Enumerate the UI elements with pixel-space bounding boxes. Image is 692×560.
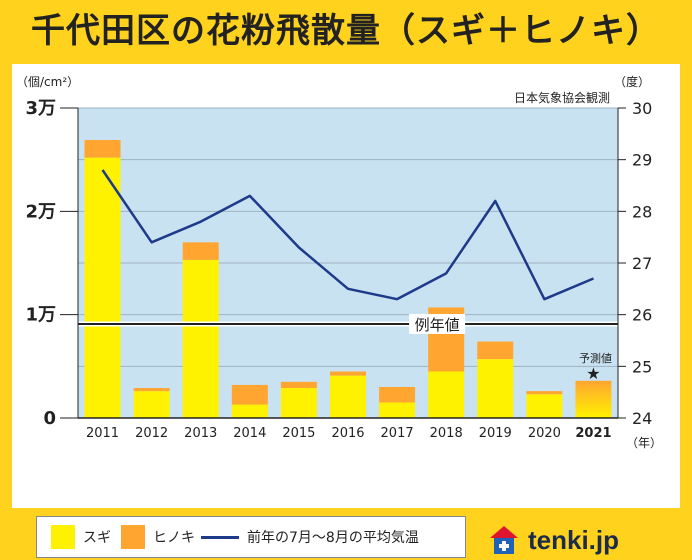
- left-tick-20000: 2万: [25, 201, 56, 222]
- logo-text: tenki.jp: [528, 524, 620, 555]
- right-axis-unit: （度）: [614, 74, 650, 89]
- x-axis-unit: （年）: [626, 436, 662, 449]
- tenki-house-icon: [488, 524, 520, 556]
- bar-hinoki-2016: [330, 371, 366, 376]
- bar-hinoki-2017: [379, 387, 416, 403]
- bar-hinoki-2012: [133, 388, 170, 392]
- tenki-logo: tenki.jp: [488, 520, 619, 560]
- chart-title: 千代田区の花粉飛散量（スギ＋ヒノキ）: [31, 11, 661, 51]
- x-tick-2021: 2021: [575, 426, 611, 441]
- right-tick-29: 29: [632, 151, 652, 170]
- x-tick-2015: 2015: [282, 426, 315, 441]
- legend-swatch-hinoki: [121, 525, 145, 549]
- grid-lines: [78, 107, 618, 367]
- right-tick-30: 30: [632, 99, 652, 118]
- reference-label-bg: [409, 313, 466, 334]
- bar-sugi-2011: [84, 157, 121, 418]
- bar-sugi-2013: [182, 259, 219, 418]
- legend-label-hinoki: ヒノキ: [153, 530, 195, 546]
- right-tick-28: 28: [632, 202, 652, 221]
- legend-line-temperature: [201, 535, 239, 539]
- bar-sugi-2015: [280, 388, 317, 418]
- legend-swatch-sugi: [51, 525, 75, 549]
- left-tick-30000: 3万: [25, 98, 56, 119]
- bar-hinoki-2011: [84, 140, 121, 158]
- bars: ★予測値 例年値: [78, 140, 618, 418]
- forecast-star-icon: ★: [586, 364, 600, 383]
- bar-hinoki-2020: [526, 391, 563, 395]
- bar-sugi-2018: [428, 371, 465, 418]
- x-tick-2011: 2011: [86, 426, 119, 441]
- x-tick-2020: 2020: [528, 426, 561, 441]
- x-tick-2012: 2012: [135, 426, 168, 441]
- x-tick-2014: 2014: [233, 426, 266, 441]
- x-tick-2013: 2013: [184, 426, 217, 441]
- bar-hinoki-2019: [477, 341, 514, 360]
- temperature-polyline: [101, 169, 594, 301]
- bar-hinoki-2015: [280, 381, 317, 389]
- legend-item-hinoki: ヒノキ: [121, 517, 195, 557]
- bar-sugi-2016: [330, 375, 366, 418]
- bar-hinoki-2014: [231, 384, 268, 405]
- source-note: 日本気象協会観測: [514, 90, 610, 105]
- bar-sugi-2017: [379, 402, 416, 418]
- axes: 0 1万 2万 3万 24 25 26 27 28 29 30 2011 2012 2013 2014 201…: [25, 98, 662, 449]
- pollen-chart: （個/cm²） （度） 日本気象協会観測 ★予測値 例年値 0 1万 2万 3万 24 25…: [16, 74, 662, 449]
- x-tick-2016: 2016: [331, 426, 364, 441]
- bar-forecast-2021: [575, 380, 612, 418]
- chart-panel: （個/cm²） （度） 日本気象協会観測 ★ 予測値 例年値 0 1万 2万 3万 24 25…: [12, 64, 680, 558]
- legend: スギ ヒノキ 前年の7月〜8月の平均気温: [36, 516, 466, 558]
- bar-sugi-2019: [477, 359, 514, 418]
- x-tick-2018: 2018: [430, 426, 463, 441]
- bar-sugi-2014: [231, 404, 268, 418]
- bar-sugi-2020: [526, 394, 563, 418]
- legend-item-temperature: 前年の7月〜8月の平均気温: [201, 517, 419, 557]
- temperature-line: [101, 169, 594, 301]
- x-tick-2017: 2017: [381, 426, 414, 441]
- bar-sugi-2012: [133, 391, 170, 418]
- x-tick-2019: 2019: [479, 426, 512, 441]
- reference-line-label: 例年値: [415, 316, 460, 334]
- right-tick-24: 24: [632, 409, 652, 428]
- right-tick-26: 26: [632, 306, 652, 325]
- right-tick-25: 25: [632, 357, 652, 376]
- right-tick-27: 27: [632, 254, 652, 273]
- legend-label-sugi: スギ: [83, 530, 111, 546]
- legend-label-temperature: 前年の7月〜8月の平均気温: [247, 530, 419, 546]
- bar-hinoki-2013: [182, 242, 219, 260]
- left-axis-unit: （個/cm²）: [16, 75, 79, 89]
- forecast-label: 予測値: [579, 351, 612, 365]
- legend-item-sugi: スギ: [51, 517, 111, 557]
- left-tick-10000: 1万: [25, 305, 56, 326]
- left-tick-0: 0: [43, 408, 56, 429]
